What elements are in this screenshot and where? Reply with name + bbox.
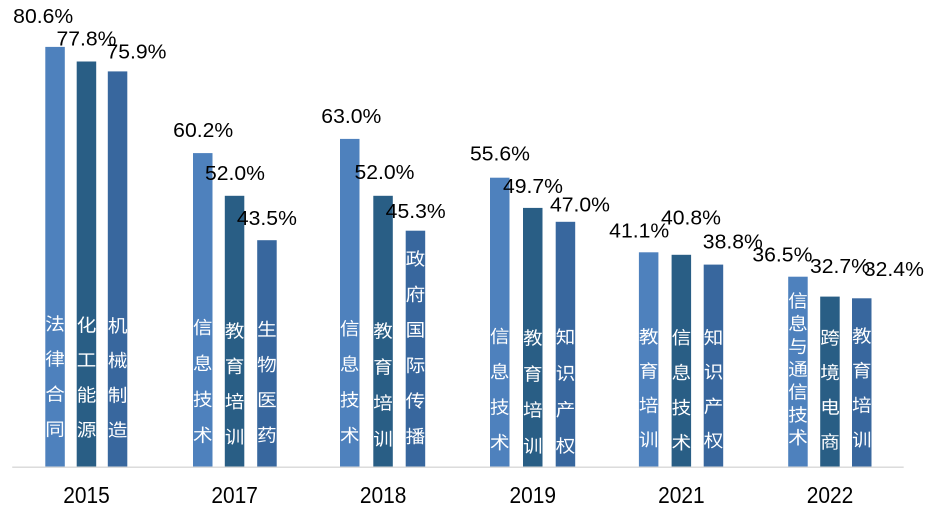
svg-text:43.5%: 43.5% [237, 208, 297, 230]
svg-text:2015: 2015 [63, 482, 110, 508]
svg-text:49.7%: 49.7% [503, 176, 563, 198]
svg-text:2022: 2022 [807, 482, 854, 508]
svg-text:75.9%: 75.9% [107, 41, 167, 63]
svg-text:47.0%: 47.0% [550, 195, 610, 217]
svg-text:52.0%: 52.0% [355, 162, 415, 184]
svg-text:2018: 2018 [360, 482, 407, 508]
svg-text:2021: 2021 [658, 482, 705, 508]
svg-text:45.3%: 45.3% [386, 201, 446, 223]
svg-text:2019: 2019 [510, 482, 557, 508]
svg-text:2017: 2017 [211, 482, 258, 508]
svg-text:52.0%: 52.0% [205, 163, 265, 185]
svg-text:36.5%: 36.5% [752, 245, 812, 267]
svg-text:40.8%: 40.8% [661, 207, 721, 229]
svg-text:60.2%: 60.2% [173, 120, 233, 142]
svg-text:32.7%: 32.7% [810, 256, 870, 278]
svg-text:63.0%: 63.0% [321, 106, 381, 128]
svg-text:32.4%: 32.4% [864, 259, 924, 281]
svg-text:41.1%: 41.1% [609, 221, 669, 243]
svg-text:38.8%: 38.8% [703, 232, 763, 254]
svg-text:77.8%: 77.8% [57, 29, 117, 51]
svg-text:55.6%: 55.6% [470, 144, 530, 166]
svg-text:80.6%: 80.6% [13, 6, 73, 28]
